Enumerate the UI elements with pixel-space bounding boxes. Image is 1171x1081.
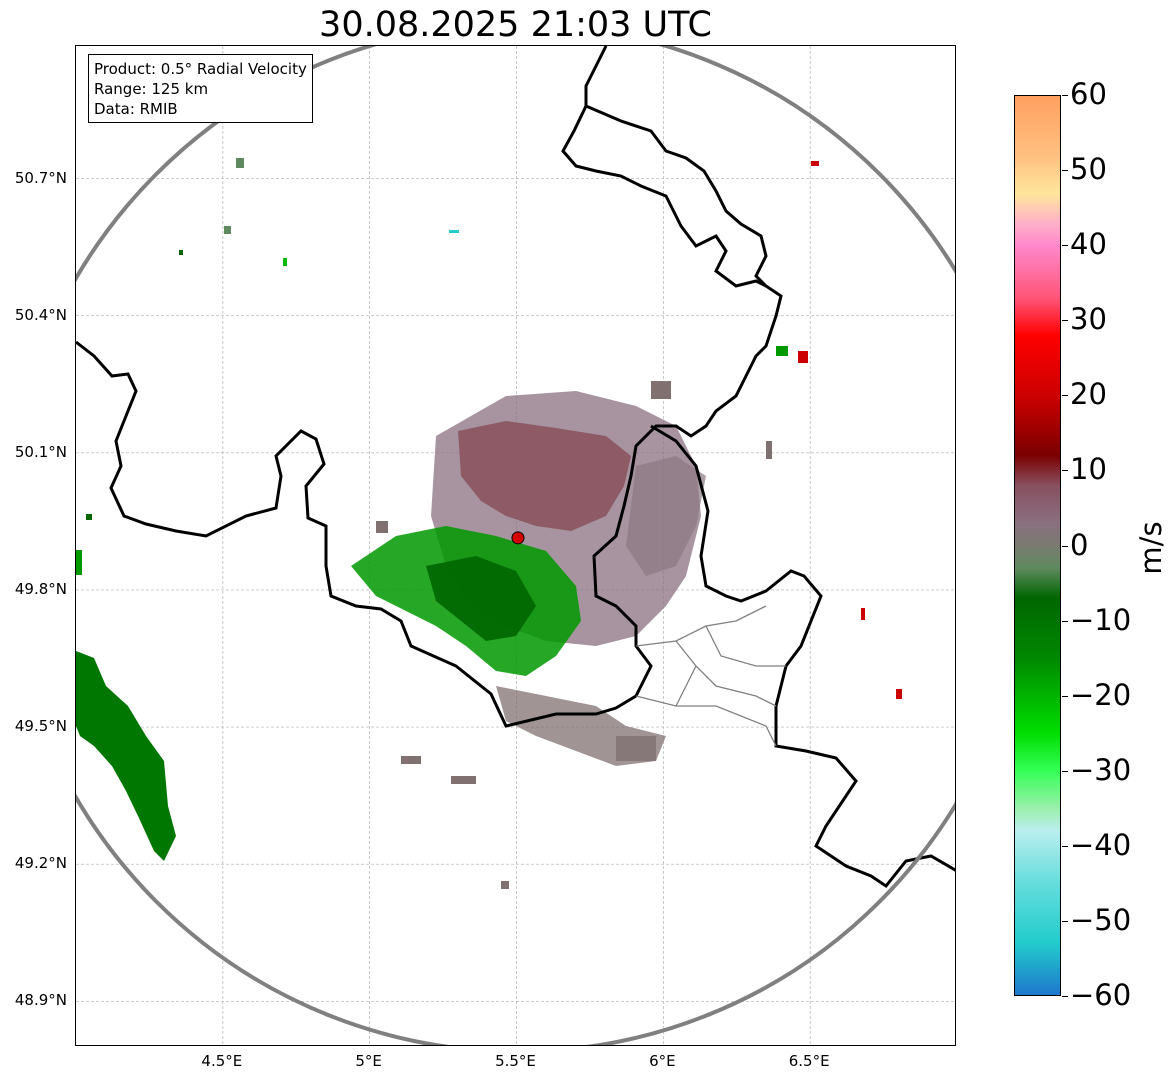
echo-speck	[449, 230, 459, 233]
colorbar-tick-label: 40	[1070, 227, 1107, 262]
colorbar-tick-mark	[1062, 245, 1068, 247]
echo-speck	[376, 521, 388, 533]
colorbar-tick-mark	[1062, 545, 1068, 547]
echo-speck	[798, 351, 808, 363]
echo-speck	[616, 736, 656, 761]
echo-speck	[766, 441, 772, 459]
echo-speck	[861, 608, 865, 620]
echo-speck	[86, 514, 92, 520]
lon-tick-label: 6°E	[649, 1052, 676, 1070]
lat-tick-label: 50.4°N	[14, 305, 67, 324]
colorbar-tick-label: −40	[1070, 827, 1132, 862]
colorbar-tick-mark	[1062, 620, 1068, 622]
colorbar-tick-label: 10	[1070, 452, 1107, 487]
border-north	[561, 105, 767, 288]
colorbar-tick-label: −10	[1070, 602, 1132, 637]
data-source-label: Data: RMIB	[94, 100, 178, 118]
colorbar-tick-label: 50	[1070, 152, 1107, 187]
lat-tick-label: 48.9°N	[14, 991, 67, 1010]
colorbar-tick-mark	[1062, 470, 1068, 472]
lat-tick-label: 49.2°N	[14, 854, 67, 873]
lat-tick-label: 49.8°N	[14, 579, 67, 598]
colorbar-tick-mark	[1062, 95, 1068, 96]
subregion-borders	[635, 605, 786, 747]
echo-speck	[501, 881, 509, 889]
colorbar-tick-mark	[1062, 320, 1068, 322]
lon-tick-label: 6.5°E	[788, 1052, 830, 1070]
lat-tick-label: 50.7°N	[14, 168, 67, 187]
colorbar-tick-mark	[1062, 695, 1068, 697]
echo-cluster-inbound-core	[426, 556, 536, 641]
echo-fragment	[78, 654, 88, 686]
lat-tick-label: 49.5°N	[14, 717, 67, 736]
radial-velocity-echoes	[76, 158, 902, 889]
lat-tick-label: 50.1°N	[14, 442, 67, 461]
lon-tick-label: 4.5°E	[201, 1052, 243, 1070]
echo-speck	[401, 756, 421, 764]
colorbar-tick-mark	[1062, 170, 1068, 172]
colorbar-tick-label: 30	[1070, 302, 1107, 337]
echo-speck	[236, 158, 244, 168]
colorbar-unit-label: m/s	[1134, 521, 1168, 575]
colorbar-tick-mark	[1062, 996, 1068, 997]
echo-speck	[76, 550, 82, 575]
echo-cluster-east	[626, 456, 706, 576]
colorbar-tick-label: −60	[1070, 978, 1132, 1012]
colorbar-tick-mark	[1062, 770, 1068, 772]
colorbar-tick-label: −50	[1070, 902, 1132, 937]
echo-cluster-southwest	[76, 651, 176, 861]
radar-site-marker	[511, 531, 525, 545]
colorbar-tick-mark	[1062, 395, 1068, 397]
echo-speck	[651, 381, 671, 399]
echo-speck	[811, 161, 819, 166]
colorbar-tick-label: 0	[1070, 527, 1089, 562]
colorbar-tick-mark	[1062, 845, 1068, 847]
echo-speck	[179, 250, 183, 255]
colorbar-tick-label: 20	[1070, 377, 1107, 412]
border-east	[650, 424, 955, 889]
echo-speck	[224, 226, 231, 234]
colorbar-tick-label: −30	[1070, 752, 1132, 787]
map-title: 30.08.2025 21:03 UTC	[319, 5, 712, 45]
colorbar-tick-mark	[1062, 920, 1068, 922]
echo-speck	[451, 776, 476, 784]
product-info-box: Product: 0.5° Radial Velocity Range: 125…	[88, 54, 313, 123]
product-label: Product: 0.5° Radial Velocity	[94, 60, 307, 78]
map-canvas	[76, 46, 955, 1045]
border-west	[76, 46, 783, 728]
radar-map[interactable]	[75, 45, 956, 1046]
echo-speck	[776, 346, 788, 356]
lon-tick-label: 5.5°E	[495, 1052, 536, 1070]
echo-speck	[283, 258, 287, 266]
country-borders	[76, 46, 955, 889]
lon-tick-label: 5°E	[355, 1052, 382, 1070]
colorbar-tick-label: −20	[1070, 677, 1132, 712]
range-label: Range: 125 km	[94, 80, 209, 98]
echo-speck	[896, 689, 902, 699]
colorbar-tick-label: 60	[1070, 77, 1107, 111]
velocity-colorbar	[1014, 95, 1061, 996]
